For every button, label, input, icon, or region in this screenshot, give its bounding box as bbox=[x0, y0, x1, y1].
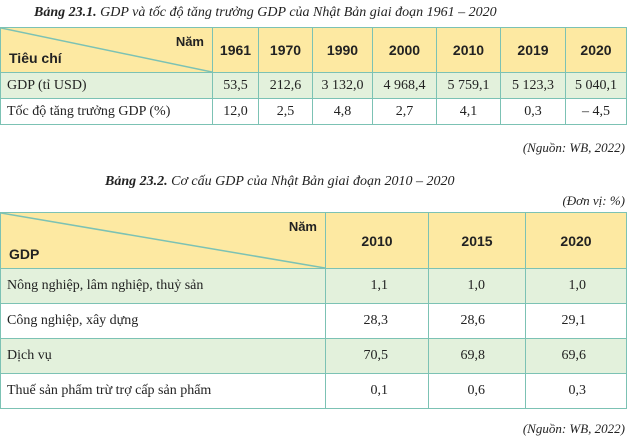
cell: 2,5 bbox=[258, 98, 313, 125]
cell: 3 132,0 bbox=[312, 72, 373, 99]
cell: – 4,5 bbox=[565, 98, 627, 125]
row: Nông nghiệp, lâm nghiệp, thuỷ sản 1,1 1,0 1… bbox=[0, 268, 627, 304]
cell: 0,3 bbox=[500, 98, 566, 125]
cell: 4,8 bbox=[312, 98, 373, 125]
caption-label: Bảng 23.2. bbox=[105, 174, 168, 189]
table: Năm GDP 2010 2015 2020 Nông nghiệp, lâm nghi… bbox=[0, 212, 627, 409]
cell: 5 759,1 bbox=[436, 72, 501, 99]
caption-text: Cơ cấu GDP của Nhật Bản giai đoạn 2010 –… bbox=[171, 174, 455, 189]
corner-bottom: GDP bbox=[9, 246, 40, 262]
cell: 28,6 bbox=[428, 303, 526, 339]
cell: 69,8 bbox=[428, 338, 526, 374]
cell: 5 123,3 bbox=[500, 72, 566, 99]
column-header: 1990 bbox=[312, 27, 373, 73]
row: Thuế sản phẩm trừ trợ cấp sản phẩm 0,1 0,6… bbox=[0, 373, 627, 409]
cell: 12,0 bbox=[212, 98, 259, 125]
column-header: 2010 bbox=[436, 27, 501, 73]
corner-cell: Năm Tiêu chí bbox=[0, 27, 213, 73]
cell: 28,3 bbox=[325, 303, 429, 339]
cell: 4 968,4 bbox=[372, 72, 437, 99]
cell: 53,5 bbox=[212, 72, 259, 99]
caption: Bảng 23.1. GDP và tốc độ tăng trưởng GDP… bbox=[34, 5, 497, 21]
column-header: 2019 bbox=[500, 27, 566, 73]
cell: 5 040,1 bbox=[565, 72, 627, 99]
row-label: Công nghiệp, xây dựng bbox=[0, 303, 326, 339]
cell: 212,6 bbox=[258, 72, 313, 99]
cell: 69,6 bbox=[525, 338, 627, 374]
corner-bottom: Tiêu chí bbox=[9, 50, 62, 66]
column-header: 2015 bbox=[428, 212, 526, 269]
caption-text: GDP và tốc độ tăng trưởng GDP của Nhật B… bbox=[100, 5, 497, 20]
source: (Nguồn: WB, 2022) bbox=[522, 140, 625, 155]
row-label: Thuế sản phẩm trừ trợ cấp sản phẩm bbox=[0, 373, 326, 409]
column-header: 2010 bbox=[325, 212, 429, 269]
diagonal bbox=[1, 213, 325, 268]
column-header: 2020 bbox=[565, 27, 627, 73]
row-label: Tốc độ tăng trưởng GDP (%) bbox=[0, 98, 213, 125]
row-label: GDP (tỉ USD) bbox=[0, 72, 213, 99]
row: Dịch vụ 70,5 69,8 69,6 bbox=[0, 338, 627, 374]
header-row: Năm Tiêu chí 1961 1970 1990 2000 2010 2019 2020 bbox=[0, 27, 627, 73]
caption: Bảng 23.2. Cơ cấu GDP của Nhật Bản giai … bbox=[105, 174, 454, 190]
row: Tốc độ tăng trưởng GDP (%) 12,0 2,5 4,8 2,7 4… bbox=[0, 98, 627, 125]
cell: 0,6 bbox=[428, 373, 526, 409]
cell: 1,0 bbox=[525, 268, 627, 304]
column-header: 2000 bbox=[372, 27, 437, 73]
cell: 2,7 bbox=[372, 98, 437, 125]
corner-top: Năm bbox=[175, 34, 204, 49]
corner-top: Năm bbox=[288, 219, 317, 234]
row-label: Dịch vụ bbox=[0, 338, 326, 374]
cell: 0,3 bbox=[525, 373, 627, 409]
column-header: 1961 bbox=[212, 27, 259, 73]
header-row: Năm GDP 2010 2015 2020 bbox=[0, 212, 627, 269]
cell: 0,1 bbox=[325, 373, 429, 409]
cell: 1,0 bbox=[428, 268, 526, 304]
row: Công nghiệp, xây dựng 28,3 28,6 29,1 bbox=[0, 303, 627, 339]
diagonal bbox=[1, 28, 212, 72]
caption-label: Bảng 23.1. bbox=[34, 5, 97, 20]
column-header: 1970 bbox=[258, 27, 313, 73]
row: GDP (tỉ USD) 53,5 212,6 3 132,0 4 968,4 5 759… bbox=[0, 72, 627, 99]
source: (Nguồn: WB, 2022) bbox=[522, 421, 625, 436]
row-label: Nông nghiệp, lâm nghiệp, thuỷ sản bbox=[0, 268, 326, 304]
column-header: 2020 bbox=[525, 212, 627, 269]
cell: 70,5 bbox=[325, 338, 429, 374]
cell: 29,1 bbox=[525, 303, 627, 339]
cell: 4,1 bbox=[436, 98, 501, 125]
corner-cell: Năm GDP bbox=[0, 212, 326, 269]
cell: 1,1 bbox=[325, 268, 429, 304]
table: Năm Tiêu chí 1961 1970 1990 2000 2010 2019 2020 … bbox=[0, 27, 627, 125]
unit: (Đơn vị: %) bbox=[562, 193, 625, 208]
